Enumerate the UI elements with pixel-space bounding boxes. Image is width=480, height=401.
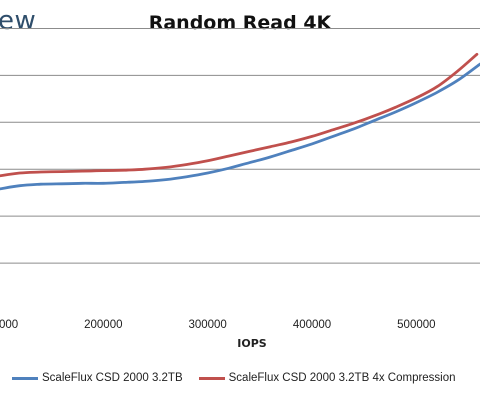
legend-item-series-1: ScaleFlux CSD 2000 3.2TB [12, 372, 183, 384]
x-tick-label: 300000 [188, 319, 226, 331]
x-tick-label: 100000 [0, 319, 18, 331]
legend-label: ScaleFlux CSD 2000 3.2TB 4x Compression [228, 372, 456, 384]
x-tick-label: 400000 [293, 319, 331, 331]
legend-swatch [198, 376, 225, 380]
legend-label: ScaleFlux CSD 2000 3.2TB [42, 372, 183, 384]
x-tick-label: 500000 [397, 319, 435, 331]
legend-item-series-2: ScaleFlux CSD 2000 3.2TB 4x Compression [198, 372, 456, 384]
series-line-1 [0, 62, 480, 191]
gridlines [0, 27, 480, 264]
legend-swatch [12, 376, 38, 380]
x-axis-tick-labels: 100000 200000 300000 400000 500000 [0, 319, 436, 331]
x-axis-title: IOPS [237, 337, 267, 350]
watermark-logo: ew [0, 6, 37, 36]
x-tick-label: 200000 [84, 319, 122, 331]
series-line-2 [0, 52, 479, 178]
series-lines [0, 52, 480, 191]
legend: ScaleFlux CSD 2000 3.2TB ScaleFlux CSD 2… [12, 372, 456, 384]
